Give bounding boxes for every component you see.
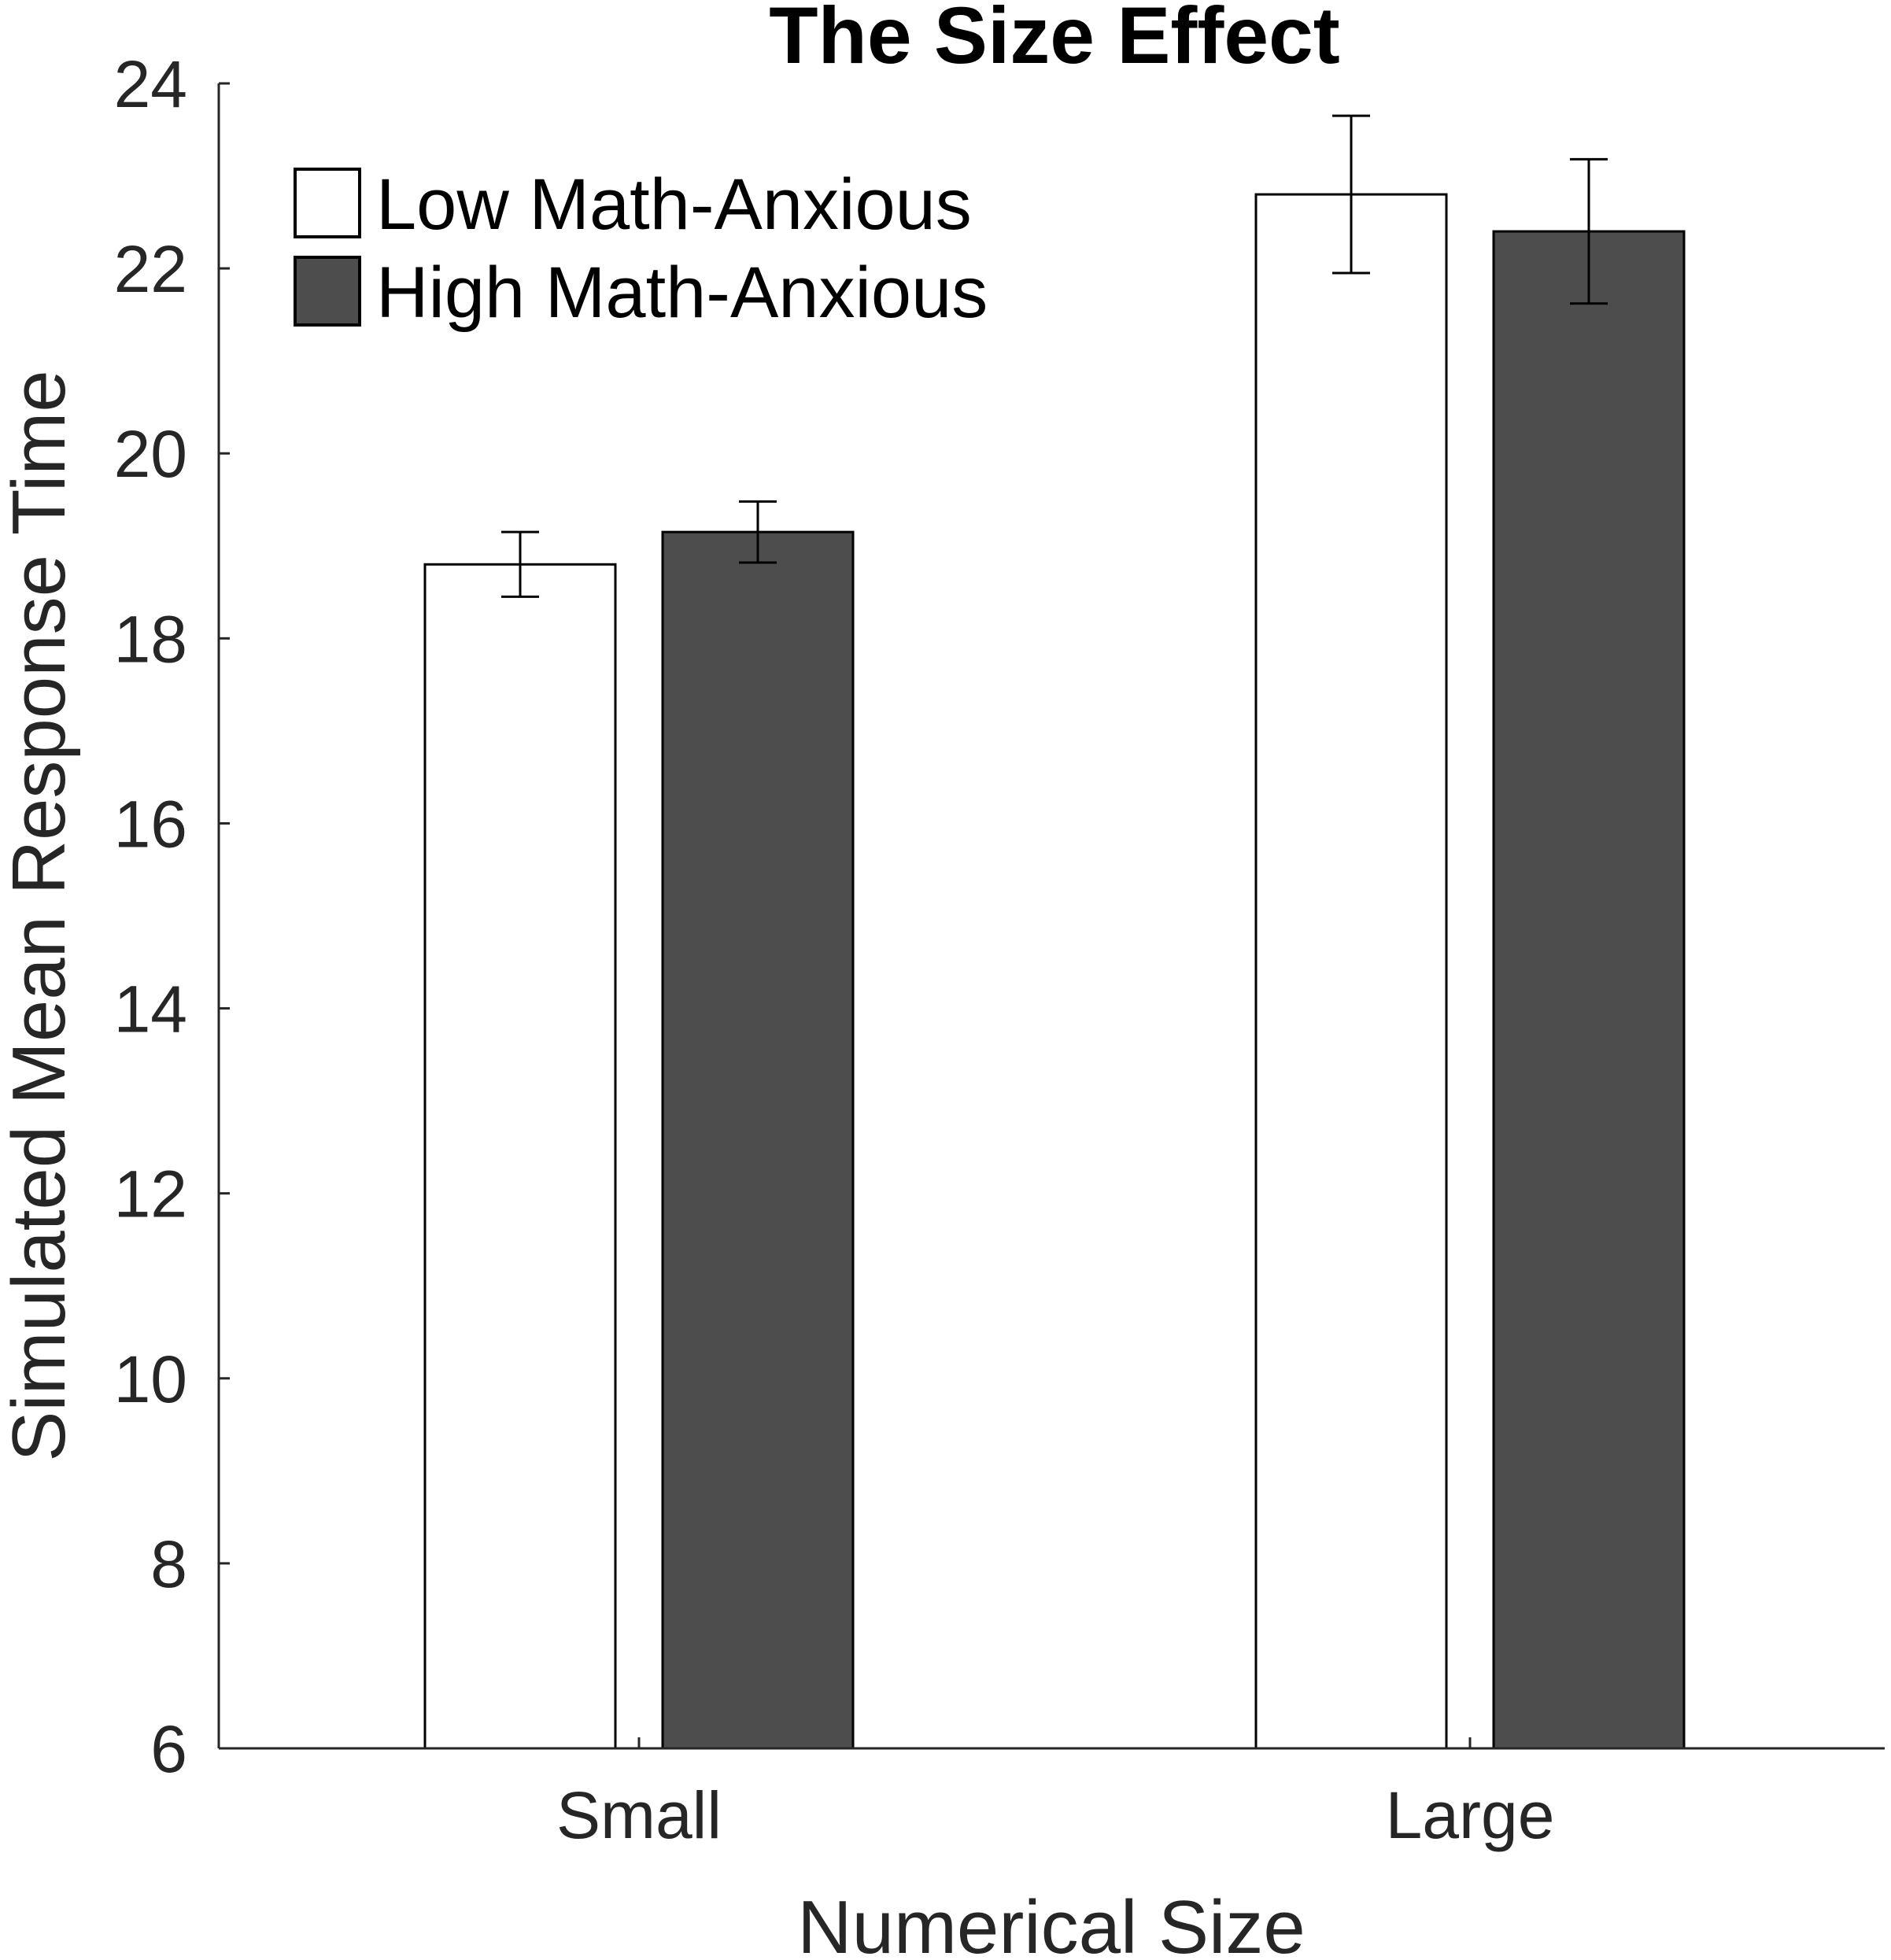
y-tick-label: 8 [150, 1527, 187, 1601]
bar-low-math-anxious-small [423, 563, 617, 1750]
x-axis-label: Numerical Size [797, 1885, 1306, 1960]
y-tick-label: 24 [114, 47, 187, 121]
y-tick-label: 22 [114, 232, 187, 306]
x-tick-label: Small [556, 1778, 722, 1852]
y-tick-label: 12 [114, 1157, 187, 1231]
y-tick-label: 14 [114, 973, 187, 1046]
legend-swatch [294, 256, 361, 327]
error-bars-layer [501, 114, 1608, 598]
legend-label: High Math-Anxious [376, 253, 988, 333]
y-ticks-layer: 6 8 10 12 14 16 18 20 22 24 [114, 47, 230, 1786]
y-axis-label: Simulated Mean Response Time [0, 370, 81, 1461]
bars-layer [423, 193, 1686, 1750]
legend-label: Low Math-Anxious [376, 164, 972, 245]
y-tick-label: 18 [114, 602, 187, 676]
bar-high-math-anxious-large [1492, 230, 1686, 1750]
x-tick-label: Large [1386, 1778, 1555, 1852]
y-tick-label: 16 [114, 787, 187, 861]
legend-swatch [294, 168, 361, 238]
y-tick-label: 6 [150, 1712, 187, 1786]
bar-low-math-anxious-large [1254, 193, 1448, 1750]
x-ticks-layer: Small Large [556, 1737, 1554, 1852]
y-tick-label: 10 [114, 1342, 187, 1416]
chart-title: The Size Effect [769, 0, 1340, 80]
y-tick-label: 20 [114, 417, 187, 491]
bar-high-math-anxious-small [661, 530, 855, 1750]
